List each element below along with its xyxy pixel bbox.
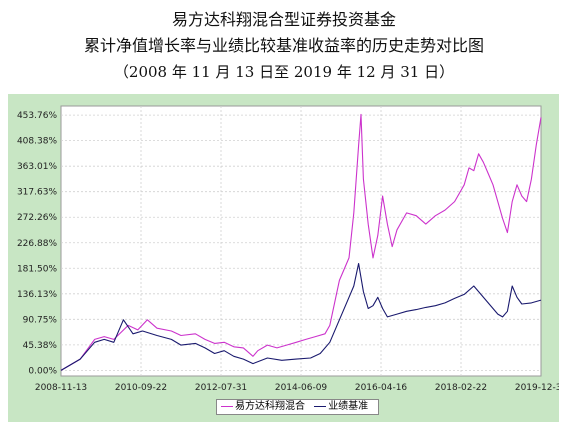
legend-label-fund: 易方达科翔混合	[235, 401, 305, 412]
x-tick-label: 2008-11-13	[35, 383, 87, 393]
x-tick-label: 2010-09-22	[115, 383, 167, 393]
y-tick-label: 90.75%	[23, 315, 58, 325]
legend-swatch-benchmark	[314, 405, 327, 407]
y-tick-label: 136.13%	[17, 290, 57, 300]
y-tick-label: 272.26%	[17, 213, 57, 223]
x-tick-label: 2019-12-31	[515, 383, 559, 393]
benchmark-line	[60, 262, 542, 371]
x-tick-label: 2014-06-09	[275, 383, 328, 393]
legend-item-benchmark: 业绩基准	[314, 401, 368, 412]
chart-title: 易方达科翔混合型证券投资基金	[171, 10, 396, 29]
legend-item-fund: 易方达科翔混合	[221, 401, 305, 412]
fund-line	[60, 113, 542, 371]
y-tick-label: 453.76%	[17, 111, 57, 121]
y-tick-label: 408.38%	[17, 137, 57, 147]
x-tick-label: 2016-04-16	[355, 383, 408, 393]
chart-legend: 易方达科翔混合 业绩基准	[216, 399, 380, 415]
y-tick-label: 181.50%	[17, 264, 57, 274]
y-tick-label: 226.88%	[17, 239, 57, 249]
chart-period: （2008 年 11 月 13 日至 2019 年 12 月 31 日）	[113, 63, 455, 81]
x-tick-label: 2018-02-22	[435, 383, 487, 393]
chart-subtitle: 累计净值增长率与业绩比较基准收益率的历史走势对比图	[83, 36, 484, 55]
x-tick-label: 2012-07-31	[195, 383, 247, 393]
y-tick-label: 317.63%	[17, 188, 57, 198]
legend-swatch-fund	[221, 405, 233, 407]
y-tick-label: 0.00%	[28, 366, 57, 376]
chart-svg: 0.00% 45.38% 90.75% 136.13% 181.50% 226.88% 27…	[17, 105, 559, 393]
legend-label-benchmark: 业绩基准	[328, 401, 369, 412]
y-tick-label: 45.38%	[23, 341, 58, 351]
y-tick-label: 363.01%	[17, 162, 57, 172]
chart-panel: 0.00% 45.38% 90.75% 136.13% 181.50% 226.88% 27…	[8, 94, 559, 422]
